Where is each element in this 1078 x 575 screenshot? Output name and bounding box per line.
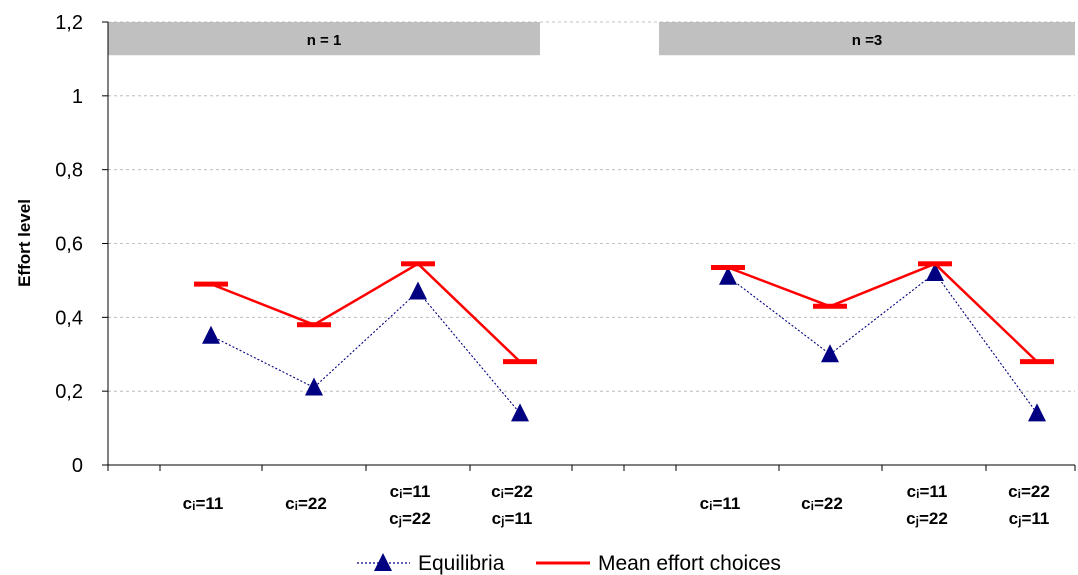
y-tick-label: 0: [72, 455, 83, 477]
category-label: ci=22: [801, 494, 843, 513]
mean-effort-marker: [297, 322, 331, 328]
mean-effort-marker: [503, 359, 537, 365]
category-label: cj=22: [389, 509, 431, 528]
equilibria-series: [202, 263, 1046, 422]
category-label: ci=11: [390, 482, 431, 501]
category-label: ci=11: [907, 482, 948, 501]
category-label: cj=11: [492, 509, 533, 528]
mean-effort-marker: [918, 261, 952, 267]
mean-effort-marker: [194, 281, 228, 287]
panel-header-bg: [108, 22, 540, 56]
mean-effort-marker: [711, 264, 745, 270]
y-tick-label: 1: [72, 86, 83, 108]
equilibria-marker: [511, 403, 529, 422]
panel-headers: n = 1 n =3: [108, 22, 1075, 56]
mean-effort-series: [194, 261, 1054, 365]
y-tick-label: 0,6: [55, 234, 83, 256]
y-axis-label: Effort level: [15, 199, 34, 287]
equilibria-line: [727, 272, 1038, 414]
panel-header-label: n =3: [852, 32, 882, 49]
equilibria-marker: [719, 266, 737, 285]
y-tick-label: 0,4: [55, 307, 83, 329]
y-tick-labels: 0 0,2 0,4 0,6 0,8 1 1,2: [55, 12, 108, 477]
equilibria-marker: [926, 263, 944, 282]
category-label: ci=22: [285, 494, 327, 513]
equilibria-marker: [409, 281, 427, 300]
equilibria-line: [210, 290, 521, 414]
category-label: cj=11: [1009, 509, 1050, 528]
x-tick-marks: [107, 465, 1076, 471]
y-tick-label: 0,8: [55, 160, 83, 182]
equilibria-marker: [305, 377, 323, 396]
grid-lines: [108, 21, 1075, 392]
equilibria-marker: [1028, 403, 1046, 422]
category-label: ci=11: [183, 494, 224, 513]
mean-effort-marker: [1020, 359, 1054, 365]
mean-effort-line: [210, 262, 521, 363]
legend-equilibria-marker: [374, 553, 392, 571]
category-label: cj=22: [906, 509, 948, 528]
equilibria-marker: [821, 344, 839, 363]
mean-effort-line: [727, 262, 1038, 363]
category-labels: ci=11 ci=22 ci=11 cj=22 ci=22 cj=11 ci=11 ci=22…: [183, 482, 1050, 528]
panel-header-bg: [659, 22, 1075, 56]
category-label: ci=22: [491, 482, 533, 501]
y-tick-label: 0,2: [55, 381, 83, 403]
legend: Equilibria Mean effort choices: [357, 552, 781, 575]
mean-effort-marker: [401, 261, 435, 267]
equilibria-marker: [202, 325, 220, 344]
legend-mean-label: Mean effort choices: [598, 552, 781, 575]
panel-header-label: n = 1: [307, 32, 342, 49]
legend-equilibria-label: Equilibria: [418, 552, 505, 575]
category-label: ci=11: [700, 494, 741, 513]
y-tick-label: 1,2: [55, 12, 83, 34]
category-label: ci=22: [1008, 482, 1050, 501]
mean-effort-marker: [813, 303, 847, 309]
